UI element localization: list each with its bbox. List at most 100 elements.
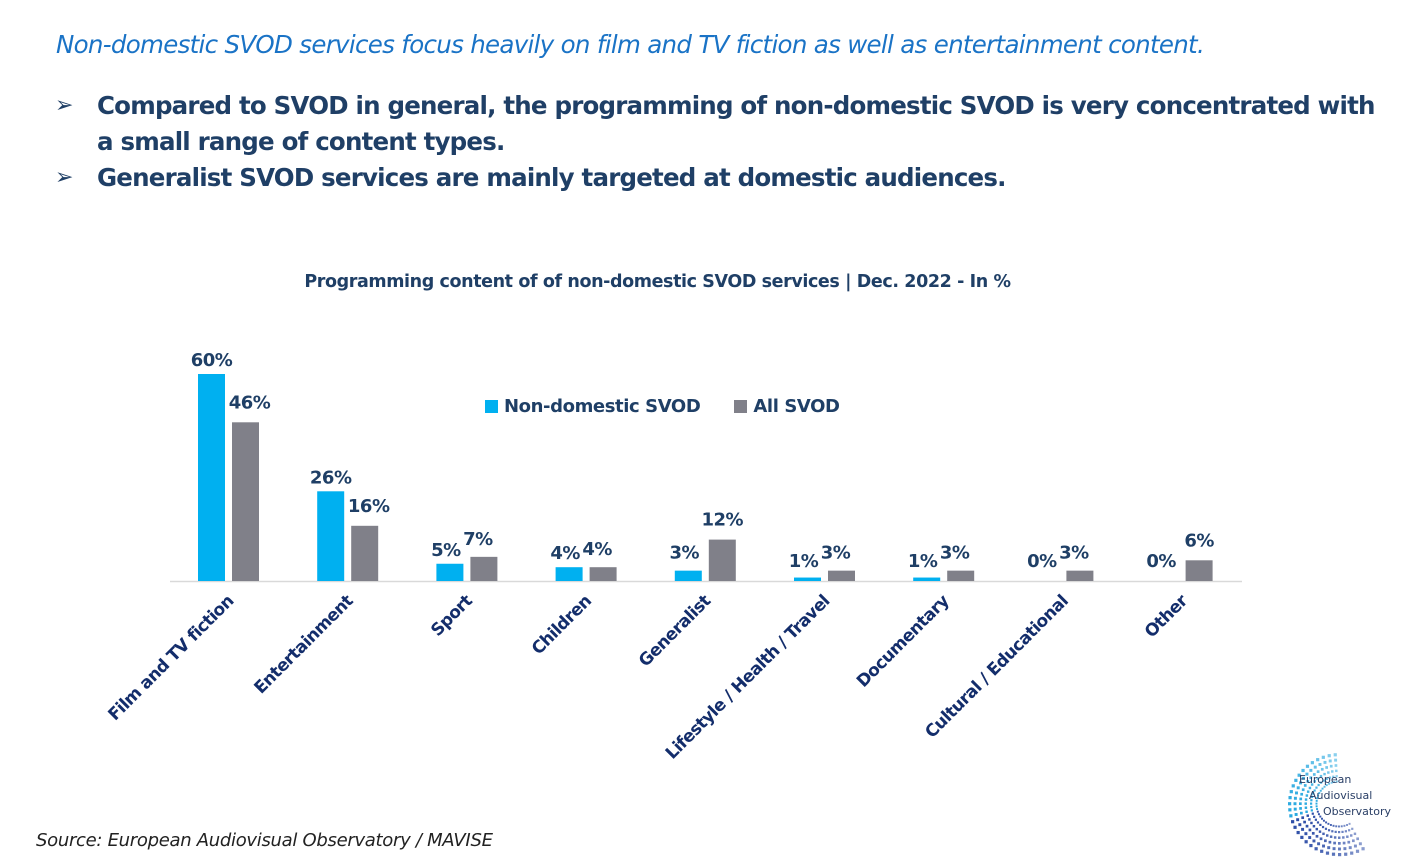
logo-square — [1331, 852, 1336, 856]
logo-square — [1299, 811, 1303, 815]
arrow-bullet-icon: ➢ — [55, 93, 73, 118]
logo-square — [1310, 805, 1313, 809]
logo-square — [1356, 837, 1360, 841]
logo-square — [1327, 822, 1330, 825]
logo-square — [1361, 847, 1365, 851]
logo-square — [1321, 825, 1325, 829]
logo-square — [1341, 830, 1344, 833]
logo-square — [1346, 835, 1349, 838]
slide-headline: Non-domestic SVOD services focus heavily… — [56, 30, 1205, 59]
logo-square — [1312, 773, 1316, 776]
logo-square — [1329, 824, 1332, 826]
logo-square — [1335, 825, 1338, 828]
logo-square — [1316, 808, 1319, 811]
data-label: 26% — [310, 467, 352, 488]
logo-square — [1338, 825, 1340, 828]
logo-square — [1332, 824, 1335, 827]
logo-square — [1332, 847, 1336, 851]
logo-square — [1288, 808, 1292, 812]
logo-square — [1327, 754, 1331, 758]
x-tick-label: Entertainment — [250, 591, 357, 698]
logo-text-line2: Audiovisual — [1309, 789, 1373, 802]
logo-square — [1328, 776, 1332, 779]
data-label: 6% — [1184, 530, 1214, 551]
logo-square — [1319, 837, 1323, 841]
logo-square — [1355, 849, 1360, 853]
logo-square — [1325, 821, 1328, 824]
legend-item-all-svod: All SVOD — [734, 396, 840, 417]
logo-square — [1299, 797, 1303, 801]
logo-square — [1322, 819, 1325, 822]
bullet-text: Compared to SVOD in general, the program… — [97, 91, 1375, 156]
legend-swatch-non-domestic — [485, 400, 498, 413]
logo-square — [1310, 821, 1313, 825]
logo-square — [1351, 839, 1355, 843]
logo-square — [1304, 840, 1308, 844]
logo-square — [1315, 834, 1319, 838]
x-tick-label: Sport — [427, 591, 477, 641]
logo-square — [1316, 758, 1320, 762]
bar-all-svod — [1185, 560, 1213, 581]
logo-square — [1347, 840, 1351, 844]
bar-all-svod — [708, 539, 736, 581]
logo-square — [1317, 783, 1320, 787]
logo-square — [1344, 830, 1347, 833]
logo-square — [1348, 822, 1351, 825]
logo-square — [1320, 781, 1323, 784]
logo-square — [1309, 843, 1313, 848]
logo-square — [1306, 780, 1310, 783]
bar-non-domestic — [198, 374, 225, 581]
logo-square — [1319, 815, 1322, 818]
logo-square — [1301, 768, 1305, 773]
logo-square — [1331, 770, 1334, 773]
logo-square — [1306, 814, 1309, 817]
logo-square — [1295, 791, 1298, 795]
bar-non-domestic — [674, 570, 702, 581]
logo-square — [1310, 761, 1314, 765]
bar-all-svod — [589, 567, 617, 581]
data-label: 4% — [550, 543, 580, 564]
logo-square — [1329, 764, 1333, 768]
logo-square — [1304, 806, 1308, 809]
bar-all-svod — [1066, 570, 1094, 581]
data-label: 5% — [431, 540, 461, 561]
logo-square — [1291, 820, 1295, 824]
bar-all-svod — [232, 422, 259, 581]
logo-square — [1313, 815, 1316, 818]
bullet-list: ➢ Compared to SVOD in general, the progr… — [55, 88, 1385, 196]
logo-square — [1333, 841, 1336, 845]
logo-square — [1301, 776, 1305, 780]
logo-square — [1328, 782, 1331, 785]
x-tick-label: Documentary — [853, 591, 954, 692]
logo-square — [1340, 825, 1343, 828]
logo-square — [1301, 788, 1305, 792]
logo-square — [1311, 812, 1314, 815]
logo-square — [1350, 851, 1354, 855]
logo-square — [1331, 830, 1334, 833]
logo-square — [1317, 813, 1320, 816]
logo-square — [1350, 834, 1353, 837]
bar-all-svod — [947, 570, 975, 581]
logo-square — [1308, 786, 1312, 790]
logo-square — [1343, 824, 1346, 827]
x-tick-label: Generalist — [635, 591, 715, 671]
logo-square — [1289, 814, 1293, 818]
data-label: 12% — [702, 510, 744, 531]
logo-square — [1334, 758, 1338, 762]
logo-square — [1293, 825, 1297, 829]
logo-square — [1346, 824, 1349, 826]
bullet-item: ➢ Generalist SVOD services are mainly ta… — [55, 160, 1385, 196]
logo-square — [1317, 842, 1321, 846]
logo-square — [1313, 780, 1316, 783]
logo-text-line1: European — [1299, 773, 1352, 786]
logo-square — [1316, 777, 1319, 780]
logo-square — [1294, 813, 1298, 816]
logo-square — [1335, 775, 1338, 778]
logo-square — [1291, 784, 1295, 788]
source-note: Source: European Audiovisual Observatory… — [36, 830, 493, 851]
logo-square — [1299, 802, 1302, 806]
logo-square — [1318, 830, 1322, 833]
data-label: 0% — [1027, 551, 1057, 572]
logo-square — [1323, 772, 1326, 776]
logo-square — [1300, 792, 1304, 796]
